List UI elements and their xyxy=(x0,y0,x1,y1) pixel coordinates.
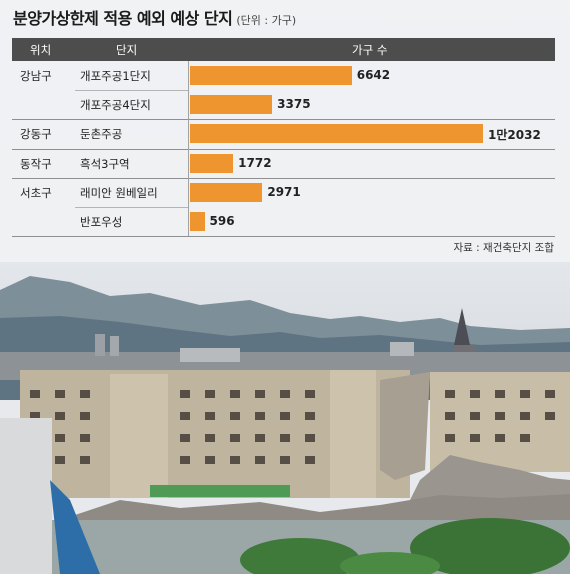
complex-label: 반포우성 xyxy=(80,215,123,229)
complex-label: 흑석3구역 xyxy=(80,156,130,171)
value-label: 1772 xyxy=(238,155,272,170)
bar xyxy=(190,182,263,202)
location-label: 강남구 xyxy=(20,69,52,83)
chart-title: 분양가상한제 적용 예외 예상 단지 (단위 : 가구) xyxy=(13,5,296,29)
subrow-divider xyxy=(75,90,188,92)
value-label: 596 xyxy=(209,214,235,228)
location-label: 강동구 xyxy=(20,127,52,142)
unit-label: (단위 : 가구) xyxy=(236,14,297,27)
bar xyxy=(190,124,483,144)
bar xyxy=(190,212,205,231)
value-label: 2971 xyxy=(267,184,301,199)
source-note: 자료 : 재건축단지 조합 xyxy=(453,242,555,254)
header-location: 위치 xyxy=(30,43,52,57)
row-divider xyxy=(12,177,555,179)
location-label: 서초구 xyxy=(20,185,52,200)
complex-label: 둔촌주공 xyxy=(80,127,123,142)
bar xyxy=(190,66,352,85)
row-divider xyxy=(12,148,555,150)
value-label: 1만2032 xyxy=(488,128,541,143)
header-complex: 단지 xyxy=(116,43,138,57)
chart-panel: 분양가상한제 적용 예외 예상 단지 (단위 : 가구) 위치 단지 가구 수 강… xyxy=(0,0,570,262)
table-header: 위치 단지 가구 수 xyxy=(12,38,555,61)
location-label: 동작구 xyxy=(20,156,52,171)
complex-label: 개포주공1단지 xyxy=(80,69,151,83)
title-text: 분양가상한제 적용 예외 예상 단지 xyxy=(13,9,233,28)
bar xyxy=(190,95,273,115)
value-label: 6642 xyxy=(356,68,391,82)
value-label: 3375 xyxy=(277,97,311,112)
header-households: 가구 수 xyxy=(352,43,388,57)
row-divider xyxy=(12,236,555,238)
complex-label: 래미안 원베일리 xyxy=(80,185,158,200)
subrow-divider xyxy=(75,207,188,208)
column-divider xyxy=(188,61,189,237)
complex-label: 개포주공4단지 xyxy=(80,98,151,113)
row-divider xyxy=(12,119,555,121)
bar xyxy=(190,153,234,173)
